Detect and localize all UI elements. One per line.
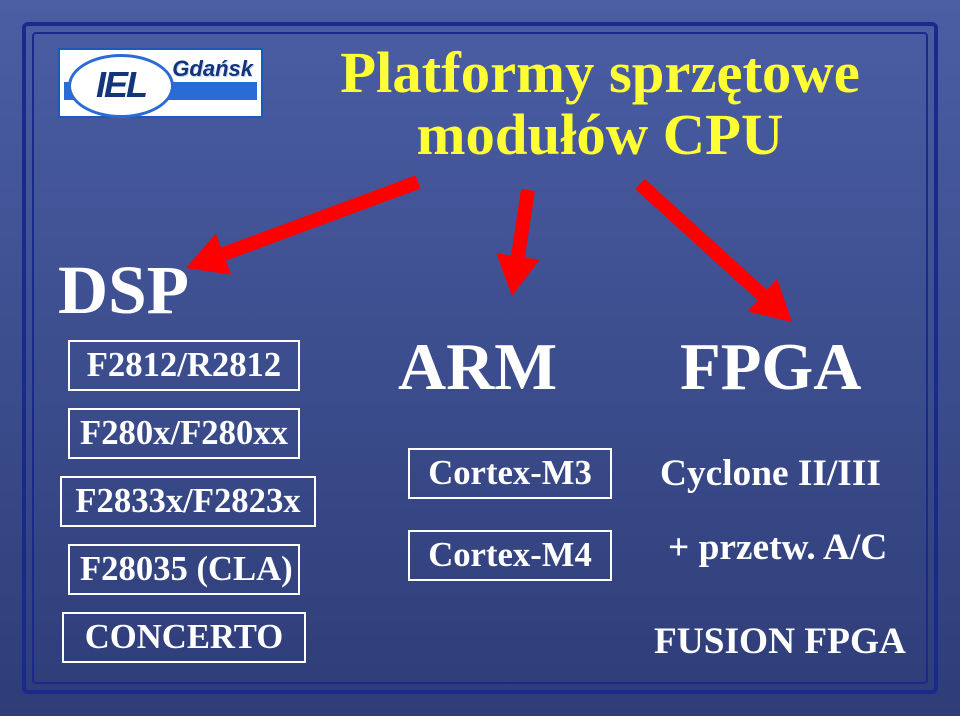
arrow-to-dsp-head <box>186 233 231 274</box>
title-line-2: modułów CPU <box>290 104 910 166</box>
dsp-item: CONCERTO <box>62 612 306 663</box>
arm-item: Cortex-M3 <box>408 448 612 499</box>
logo-badge: IEL Gdańsk <box>58 48 263 118</box>
fpga-item: Cyclone II/III <box>660 452 881 495</box>
logo-oval: IEL <box>68 54 174 118</box>
dsp-item: F280x/F280xx <box>68 408 300 459</box>
logo-city: Gdańsk <box>172 56 253 82</box>
logo-inner: IEL Gdańsk <box>60 50 261 116</box>
arrow-to-fpga-shaft <box>640 184 762 295</box>
fpga-heading: FPGA <box>680 330 861 406</box>
arm-heading: ARM <box>398 330 557 406</box>
dsp-item: F28035 (CLA) <box>68 544 300 595</box>
fpga-item: + przetw. A/C <box>668 526 887 569</box>
arm-item: Cortex-M4 <box>408 530 612 581</box>
dsp-item: F2812/R2812 <box>68 340 300 391</box>
arrow-to-arm-shaft <box>518 190 528 256</box>
fpga-item: FUSION FPGA <box>654 620 906 663</box>
title-line-1: Platformy sprzętowe <box>290 42 910 104</box>
logo-letters: IEL <box>71 64 171 106</box>
dsp-heading: DSP <box>58 250 189 330</box>
slide: IEL Gdańsk Platformy sprzętowe modułów C… <box>0 0 960 716</box>
slide-title: Platformy sprzętowe modułów CPU <box>290 42 910 165</box>
arrow-to-arm-head <box>496 253 540 296</box>
content: IEL Gdańsk Platformy sprzętowe modułów C… <box>0 0 960 716</box>
arrow-to-dsp-shaft <box>224 182 418 254</box>
arrow-to-fpga-head <box>748 279 792 322</box>
dsp-item: F2833x/F2823x <box>60 476 316 527</box>
